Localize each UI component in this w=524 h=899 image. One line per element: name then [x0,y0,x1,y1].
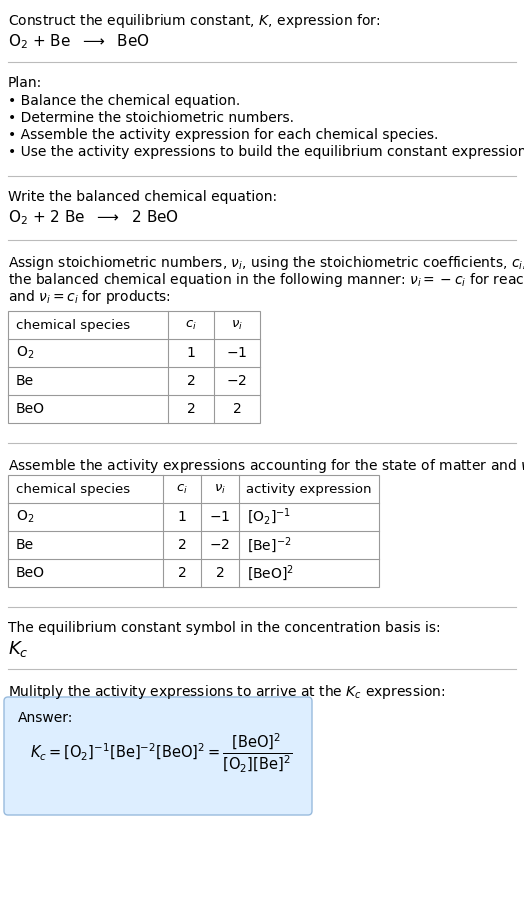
Text: 2: 2 [178,538,187,552]
Bar [8,475,379,587]
Text: Answer:: Answer: [18,711,73,725]
Text: Assign stoichiometric numbers, $\nu_i$, using the stoichiometric coefficients, $: Assign stoichiometric numbers, $\nu_i$, … [8,254,524,272]
Text: 2: 2 [233,402,242,416]
Text: chemical species: chemical species [16,318,130,332]
Text: $[\mathrm{Be}]^{-2}$: $[\mathrm{Be}]^{-2}$ [247,535,291,555]
Text: $[\mathrm{BeO}]^{2}$: $[\mathrm{BeO}]^{2}$ [247,563,294,583]
Text: $-2$: $-2$ [226,374,247,388]
Text: and $\nu_i = c_i$ for products:: and $\nu_i = c_i$ for products: [8,288,171,306]
Text: $-1$: $-1$ [210,510,231,524]
Text: $\nu_i$: $\nu_i$ [214,483,226,495]
Text: O$_2$: O$_2$ [16,345,34,361]
Text: $K_c$: $K_c$ [8,639,29,659]
Text: $K_c = [\mathrm{O_2}]^{-1}[\mathrm{Be}]^{-2}[\mathrm{BeO}]^{2} = \dfrac{[\mathrm: $K_c = [\mathrm{O_2}]^{-1}[\mathrm{Be}]^… [30,731,292,775]
Text: O$_2$ + 2 Be  $\longrightarrow$  2 BeO: O$_2$ + 2 Be $\longrightarrow$ 2 BeO [8,208,179,227]
Text: 2: 2 [187,402,195,416]
Text: chemical species: chemical species [16,483,130,495]
FancyBboxPatch shape [4,697,312,815]
Text: O$_2$ + Be  $\longrightarrow$  BeO: O$_2$ + Be $\longrightarrow$ BeO [8,32,150,50]
Text: 1: 1 [187,346,195,360]
Text: 1: 1 [178,510,187,524]
Text: $c_i$: $c_i$ [185,318,197,332]
Text: Construct the equilibrium constant, $K$, expression for:: Construct the equilibrium constant, $K$,… [8,12,380,30]
Text: Assemble the activity expressions accounting for the state of matter and $\nu_i$: Assemble the activity expressions accoun… [8,457,524,475]
Text: $\nu_i$: $\nu_i$ [231,318,243,332]
Text: • Use the activity expressions to build the equilibrium constant expression.: • Use the activity expressions to build … [8,145,524,159]
Text: BeO: BeO [16,402,45,416]
Text: $c_i$: $c_i$ [176,483,188,495]
Text: 2: 2 [215,566,224,580]
Text: BeO: BeO [16,566,45,580]
Text: Be: Be [16,374,34,388]
Text: $-1$: $-1$ [226,346,248,360]
Text: The equilibrium constant symbol in the concentration basis is:: The equilibrium constant symbol in the c… [8,621,441,635]
Text: • Balance the chemical equation.: • Balance the chemical equation. [8,94,240,108]
Text: • Determine the stoichiometric numbers.: • Determine the stoichiometric numbers. [8,111,294,125]
Text: Plan:: Plan: [8,76,42,90]
Text: 2: 2 [187,374,195,388]
Text: Mulitply the activity expressions to arrive at the $K_c$ expression:: Mulitply the activity expressions to arr… [8,683,445,701]
Text: Write the balanced chemical equation:: Write the balanced chemical equation: [8,190,277,204]
Text: activity expression: activity expression [246,483,372,495]
Text: the balanced chemical equation in the following manner: $\nu_i = -c_i$ for react: the balanced chemical equation in the fo… [8,271,524,289]
Text: Be: Be [16,538,34,552]
Bar [8,311,260,423]
Text: $-2$: $-2$ [210,538,231,552]
Text: • Assemble the activity expression for each chemical species.: • Assemble the activity expression for e… [8,128,439,142]
Text: 2: 2 [178,566,187,580]
Text: $[\mathrm{O_2}]^{-1}$: $[\mathrm{O_2}]^{-1}$ [247,507,291,527]
Text: O$_2$: O$_2$ [16,509,34,525]
